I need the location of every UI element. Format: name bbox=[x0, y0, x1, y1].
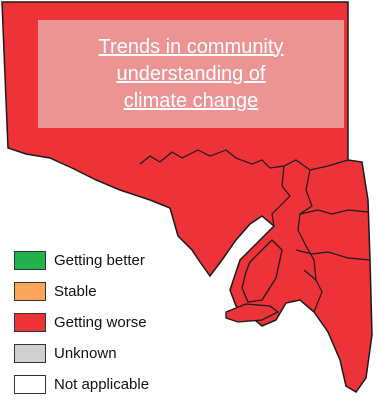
legend-swatch bbox=[14, 281, 46, 301]
title-line-3: climate change bbox=[123, 89, 259, 112]
map-title-link[interactable]: Trends in community understanding of cli… bbox=[66, 34, 316, 115]
title-box: Trends in community understanding of cli… bbox=[38, 20, 344, 128]
legend-label: Getting worse bbox=[54, 313, 147, 331]
legend: Getting better Stable Getting worse Unkn… bbox=[14, 250, 149, 405]
legend-item-not-applicable: Not applicable bbox=[14, 374, 149, 394]
legend-label: Not applicable bbox=[54, 375, 150, 393]
legend-item-getting-worse: Getting worse bbox=[14, 312, 149, 332]
legend-label: Unknown bbox=[54, 344, 117, 362]
yorke-peninsula bbox=[241, 239, 283, 303]
legend-item-stable: Stable bbox=[14, 281, 149, 301]
legend-swatch bbox=[14, 312, 46, 332]
title-line-2: understanding of bbox=[116, 62, 266, 85]
legend-label: Stable bbox=[54, 282, 97, 300]
region-boundaries bbox=[139, 149, 371, 313]
legend-swatch bbox=[14, 343, 46, 363]
title-line-1: Trends in community bbox=[98, 35, 284, 58]
legend-label: Getting better bbox=[54, 251, 145, 269]
kangaroo-island bbox=[225, 303, 280, 323]
legend-swatch bbox=[14, 374, 46, 394]
legend-item-unknown: Unknown bbox=[14, 343, 149, 363]
legend-swatch bbox=[14, 250, 46, 270]
legend-item-getting-better: Getting better bbox=[14, 250, 149, 270]
